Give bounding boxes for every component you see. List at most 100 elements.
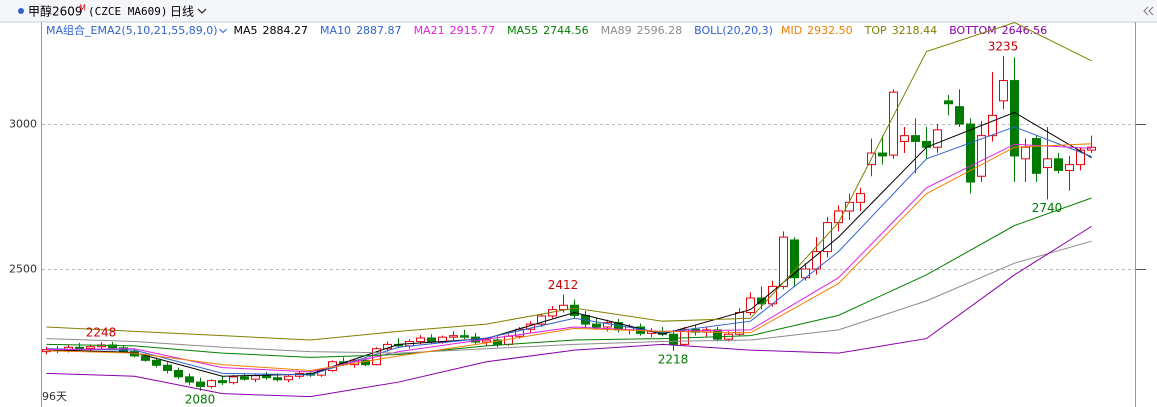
extreme-label: 2080 [185, 392, 216, 406]
candle-body [1054, 158, 1063, 171]
indicator-line [46, 225, 1092, 398]
candle-body [86, 346, 95, 349]
candle-body [911, 135, 920, 142]
indicator-line [46, 197, 1092, 358]
candle-body [75, 346, 84, 349]
legend-text: MA21 [414, 24, 445, 37]
candle-body [999, 80, 1008, 102]
candle-body [878, 152, 887, 157]
candle-body [218, 380, 227, 384]
period[interactable]: 日线 [170, 5, 194, 19]
candle-body [504, 335, 513, 345]
candle-body [988, 114, 997, 137]
candle-body [482, 339, 491, 343]
extreme-label: 2248 [86, 326, 117, 340]
days-label: 96天 [42, 390, 67, 403]
candle-body [284, 375, 293, 381]
candle-body [152, 359, 161, 366]
candle-body [537, 315, 546, 325]
candle-body [955, 106, 964, 125]
legend-text: 2646.56 [1002, 24, 1048, 37]
candle-body [889, 91, 898, 156]
badge: M [79, 4, 86, 13]
candle-body [592, 323, 601, 328]
extreme-label: 2218 [658, 352, 689, 366]
y-tick-label: 2500 [9, 263, 37, 276]
header: 甲醇2609 M (CZCE MA609) 日线 [18, 4, 1154, 19]
candle-body [229, 376, 238, 384]
legend-text: MID [781, 24, 802, 37]
indicator-line [46, 126, 1092, 376]
legend-text: MA55 [507, 24, 538, 37]
candle-body [801, 268, 810, 279]
candle-body [273, 377, 282, 381]
legend-text: 3218.44 [892, 24, 938, 37]
candle-body [1065, 164, 1074, 171]
indicator-line [46, 143, 1092, 371]
candle-body [163, 364, 172, 371]
candle-body [185, 376, 194, 383]
header-bar [0, 0, 1157, 22]
candle-body [460, 335, 469, 338]
y-tick-label: 3000 [9, 118, 37, 131]
indicator-line [46, 22, 1092, 341]
extreme-label: 2740 [1032, 201, 1063, 215]
legend-chevron[interactable] [219, 28, 227, 34]
candle-body [746, 297, 755, 313]
candle-body [196, 381, 205, 387]
candle-body [944, 100, 953, 105]
candle-body [174, 369, 183, 378]
candle-body [1076, 149, 1085, 166]
candle-body [1021, 146, 1030, 160]
candle-body [108, 344, 117, 349]
candle-body [680, 328, 689, 345]
legend-text: 2596.28 [637, 24, 683, 37]
legend-text: 2915.77 [450, 24, 496, 37]
legend-text: 2884.27 [263, 24, 309, 37]
candle-body [1087, 146, 1096, 151]
candle-body [856, 193, 865, 203]
collapse-icon[interactable] [1143, 6, 1154, 16]
legend-text: TOP [864, 24, 887, 37]
candle-body [823, 222, 832, 253]
candle-body [900, 135, 909, 142]
legend: MA组合_EMA2(5,10,21,55,89,0) MA5 2884.27 MA10… [46, 23, 1047, 37]
candle-body [438, 336, 447, 343]
legend-text: MA5 [234, 24, 258, 37]
legend-text: MA10 [320, 24, 351, 37]
candle-body [449, 335, 458, 338]
candle-body [262, 375, 271, 379]
legend-text: 2932.50 [807, 24, 853, 37]
period-chevron[interactable] [197, 8, 207, 14]
extreme-label: 2412 [548, 278, 579, 292]
plot-area [42, 22, 1096, 398]
candle-body [1032, 138, 1041, 174]
candle-body [977, 135, 986, 177]
candle-body [427, 337, 436, 343]
candle-body [416, 337, 425, 342]
status-dot [18, 8, 24, 14]
candle-body [570, 304, 579, 316]
candle-body [1010, 80, 1019, 157]
candle-body [559, 304, 568, 311]
candle-body [251, 375, 260, 380]
candle-body [713, 329, 722, 340]
symbol[interactable]: 甲醇2609 [28, 4, 83, 19]
code: (CZCE MA609) [88, 5, 167, 18]
indicator-line [46, 111, 1092, 377]
legend-text: MA89 [601, 24, 632, 37]
candle-body [669, 333, 678, 345]
candle-body [966, 123, 975, 183]
candle-body [790, 239, 799, 279]
indicator-line [46, 143, 1092, 373]
candle-body [933, 129, 942, 148]
extreme-label: 3235 [988, 39, 1019, 53]
candle-body [240, 376, 249, 380]
legend-text: 2887.87 [356, 24, 402, 37]
legend-text: BOTTOM [949, 24, 996, 37]
legend-text: MA组合_EMA2(5,10,21,55,89,0) [46, 23, 218, 37]
indicator-line [46, 240, 1092, 354]
legend-text: 2744.56 [543, 24, 589, 37]
